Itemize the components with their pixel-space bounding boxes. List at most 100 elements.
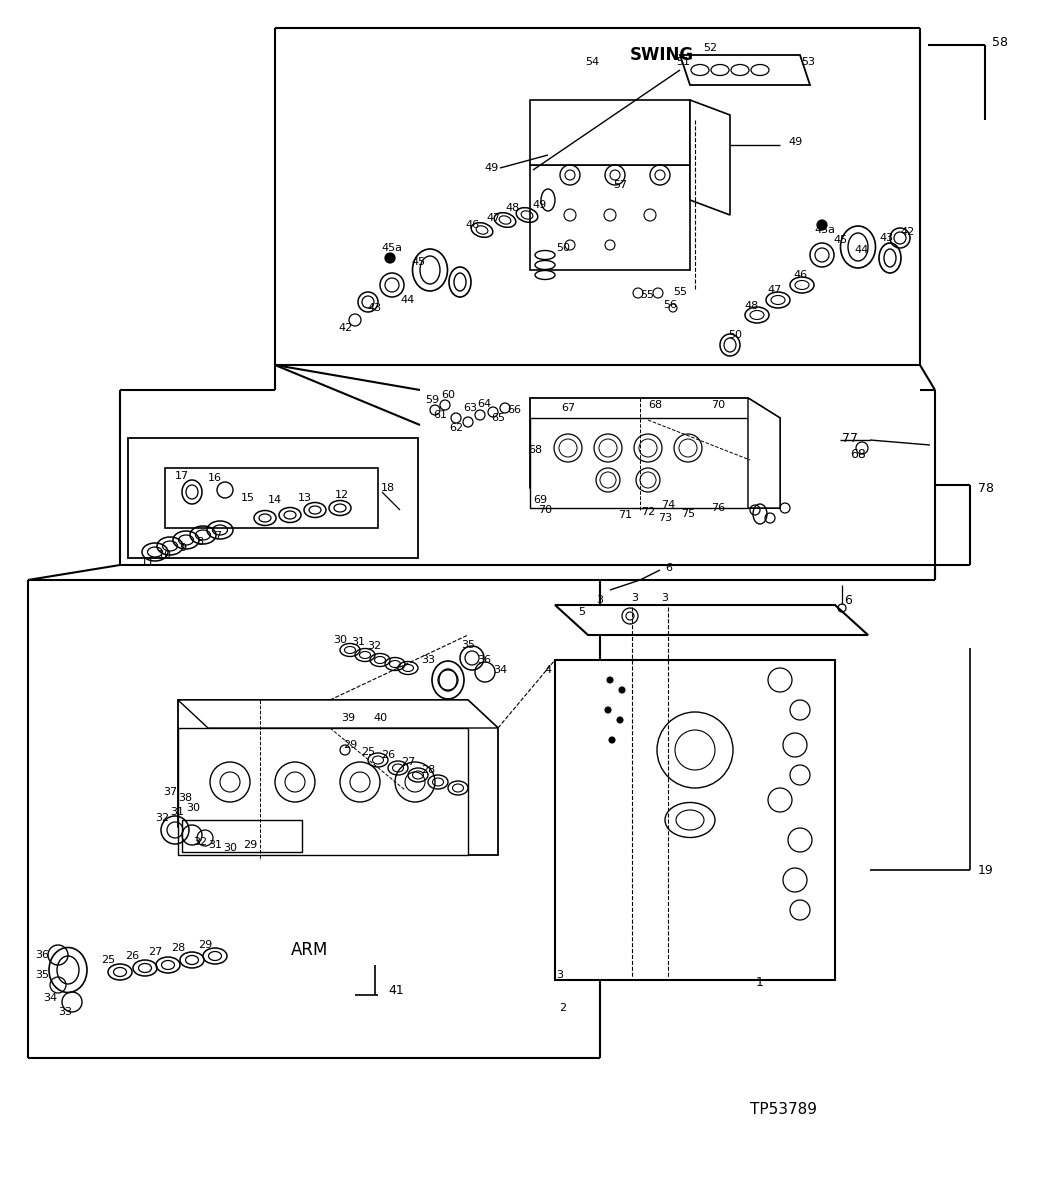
- Polygon shape: [681, 55, 810, 85]
- Polygon shape: [178, 700, 498, 728]
- Text: ARM: ARM: [292, 940, 329, 959]
- Text: 13: 13: [298, 493, 312, 503]
- Text: 1: 1: [756, 976, 764, 989]
- Text: 44: 44: [854, 245, 869, 255]
- Text: TP53789: TP53789: [750, 1102, 817, 1117]
- Polygon shape: [178, 728, 469, 855]
- Text: 64: 64: [477, 399, 491, 409]
- Text: 7: 7: [214, 531, 222, 540]
- Text: 71: 71: [618, 510, 632, 520]
- Text: 26: 26: [125, 951, 139, 961]
- Text: 41: 41: [388, 983, 404, 996]
- Text: 3: 3: [632, 594, 638, 603]
- Text: 3: 3: [661, 594, 669, 603]
- Text: 16: 16: [208, 473, 222, 483]
- Text: 29: 29: [243, 840, 258, 850]
- Text: 34: 34: [43, 994, 57, 1003]
- Text: 68: 68: [850, 448, 866, 461]
- Text: 25: 25: [101, 955, 116, 965]
- Polygon shape: [530, 398, 780, 509]
- Text: 65: 65: [491, 413, 505, 422]
- Text: 50: 50: [556, 243, 570, 253]
- Text: SWING: SWING: [630, 46, 694, 64]
- Text: 54: 54: [585, 57, 599, 67]
- Text: 45a: 45a: [814, 225, 835, 235]
- Text: 70: 70: [537, 505, 552, 514]
- Polygon shape: [530, 165, 690, 270]
- Text: 39: 39: [341, 713, 355, 723]
- Text: 44: 44: [401, 295, 416, 304]
- Text: 10: 10: [158, 550, 172, 560]
- Text: 32: 32: [155, 813, 169, 822]
- Text: 59: 59: [425, 395, 439, 405]
- Text: 17: 17: [175, 471, 189, 481]
- Text: 76: 76: [711, 503, 725, 513]
- Polygon shape: [530, 100, 690, 165]
- Text: 78: 78: [978, 481, 994, 494]
- Text: 32: 32: [367, 641, 381, 651]
- Text: 28: 28: [171, 943, 185, 953]
- Text: 66: 66: [507, 405, 522, 415]
- Text: 6: 6: [844, 594, 852, 607]
- Text: 29: 29: [198, 940, 212, 950]
- Text: 42: 42: [901, 227, 915, 237]
- Text: 15: 15: [241, 493, 255, 503]
- Text: 35: 35: [35, 970, 49, 981]
- Text: 3: 3: [597, 595, 603, 605]
- Text: 45: 45: [411, 257, 425, 267]
- Text: 29: 29: [342, 740, 357, 750]
- Text: 32: 32: [193, 837, 207, 847]
- Text: 19: 19: [978, 864, 994, 877]
- Text: 74: 74: [660, 500, 675, 510]
- Text: 33: 33: [421, 655, 435, 666]
- Text: 38: 38: [178, 793, 192, 804]
- Text: 49: 49: [533, 199, 547, 210]
- Text: 53: 53: [801, 57, 815, 67]
- Circle shape: [607, 677, 613, 683]
- Text: 2: 2: [560, 1003, 566, 1012]
- Text: 48: 48: [506, 203, 520, 214]
- Bar: [182, 820, 302, 852]
- Text: 4: 4: [545, 666, 551, 675]
- Text: 30: 30: [333, 635, 347, 645]
- Text: 36: 36: [477, 655, 491, 666]
- Text: 50: 50: [728, 330, 742, 340]
- Circle shape: [605, 707, 611, 713]
- Polygon shape: [555, 605, 868, 635]
- Circle shape: [817, 219, 827, 230]
- Text: 72: 72: [641, 507, 655, 517]
- Text: 31: 31: [170, 807, 184, 817]
- Text: 26: 26: [381, 750, 395, 760]
- Text: 49: 49: [484, 163, 499, 173]
- Polygon shape: [165, 468, 378, 527]
- Text: 48: 48: [745, 301, 759, 312]
- Text: 3: 3: [556, 970, 564, 981]
- Text: 68: 68: [528, 445, 542, 455]
- Text: 69: 69: [533, 494, 547, 505]
- Text: 45: 45: [833, 235, 847, 245]
- Text: 31: 31: [208, 840, 222, 850]
- Polygon shape: [128, 438, 418, 558]
- Circle shape: [385, 253, 395, 263]
- Text: 46: 46: [793, 270, 807, 280]
- Text: 11: 11: [141, 557, 155, 568]
- Text: 73: 73: [658, 513, 672, 523]
- Text: 46: 46: [466, 219, 480, 230]
- Text: 55: 55: [640, 290, 654, 300]
- Text: 5: 5: [579, 607, 585, 617]
- Text: 9: 9: [179, 543, 187, 553]
- Circle shape: [619, 687, 625, 693]
- Text: 47: 47: [487, 214, 501, 223]
- Text: 27: 27: [148, 948, 162, 957]
- Text: 56: 56: [662, 300, 677, 310]
- Text: 18: 18: [381, 483, 395, 493]
- Polygon shape: [555, 660, 835, 981]
- Text: 43: 43: [368, 303, 382, 313]
- Polygon shape: [690, 100, 730, 215]
- Circle shape: [610, 738, 615, 743]
- Text: 58: 58: [992, 35, 1008, 48]
- Text: 70: 70: [711, 400, 725, 409]
- Text: 33: 33: [58, 1007, 72, 1017]
- Text: 47: 47: [767, 286, 782, 295]
- Text: 68: 68: [648, 400, 662, 409]
